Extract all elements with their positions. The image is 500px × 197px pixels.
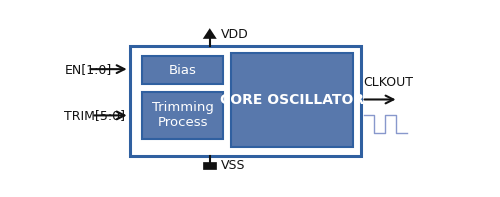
Text: VSS: VSS — [222, 159, 246, 172]
Bar — [231, 53, 353, 147]
Text: Trimming
Process: Trimming Process — [152, 101, 214, 129]
Polygon shape — [203, 28, 216, 39]
Text: VDD: VDD — [220, 28, 248, 41]
Bar — [142, 92, 224, 139]
Bar — [130, 46, 361, 156]
Text: TRIM[5:0]: TRIM[5:0] — [64, 109, 126, 122]
Text: CORE OSCILLATOR: CORE OSCILLATOR — [220, 93, 364, 107]
Bar — [203, 163, 216, 169]
Bar — [142, 56, 224, 84]
Text: CLKOUT: CLKOUT — [364, 76, 414, 89]
Text: EN[1:0]: EN[1:0] — [64, 63, 112, 76]
Text: Bias: Bias — [168, 64, 196, 77]
